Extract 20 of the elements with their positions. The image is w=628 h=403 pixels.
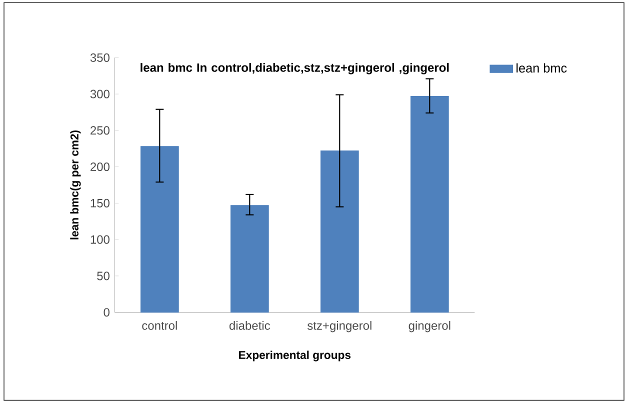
y-tick-label: 350 xyxy=(90,53,110,62)
legend-label: lean bmc xyxy=(516,63,567,73)
y-axis-title: lean bmc(g per cm2) xyxy=(70,130,81,240)
y-tick-label: 200 xyxy=(90,162,110,172)
chart-title: lean bmc In control,diabetic,stz,stz+gingerol ,gingerol xyxy=(140,63,449,74)
bar xyxy=(320,150,359,313)
y-tick-label: 50 xyxy=(97,272,110,280)
y-tick-label: 100 xyxy=(90,235,110,244)
bar xyxy=(410,96,449,313)
bar xyxy=(230,205,269,313)
bar xyxy=(140,146,179,313)
y-tick-label: 0 xyxy=(104,308,110,317)
y-tick-label: 300 xyxy=(90,90,110,98)
x-tick-label: stz+gingerol xyxy=(307,321,372,332)
x-tick-label: gingerol xyxy=(408,321,450,332)
x-tick-label: control xyxy=(142,321,177,330)
x-tick-label: diabetic xyxy=(229,321,270,330)
y-tick-label: 250 xyxy=(90,126,110,135)
y-tick-label: 150 xyxy=(90,198,110,208)
x-axis-title: Experimental groups xyxy=(239,350,351,362)
